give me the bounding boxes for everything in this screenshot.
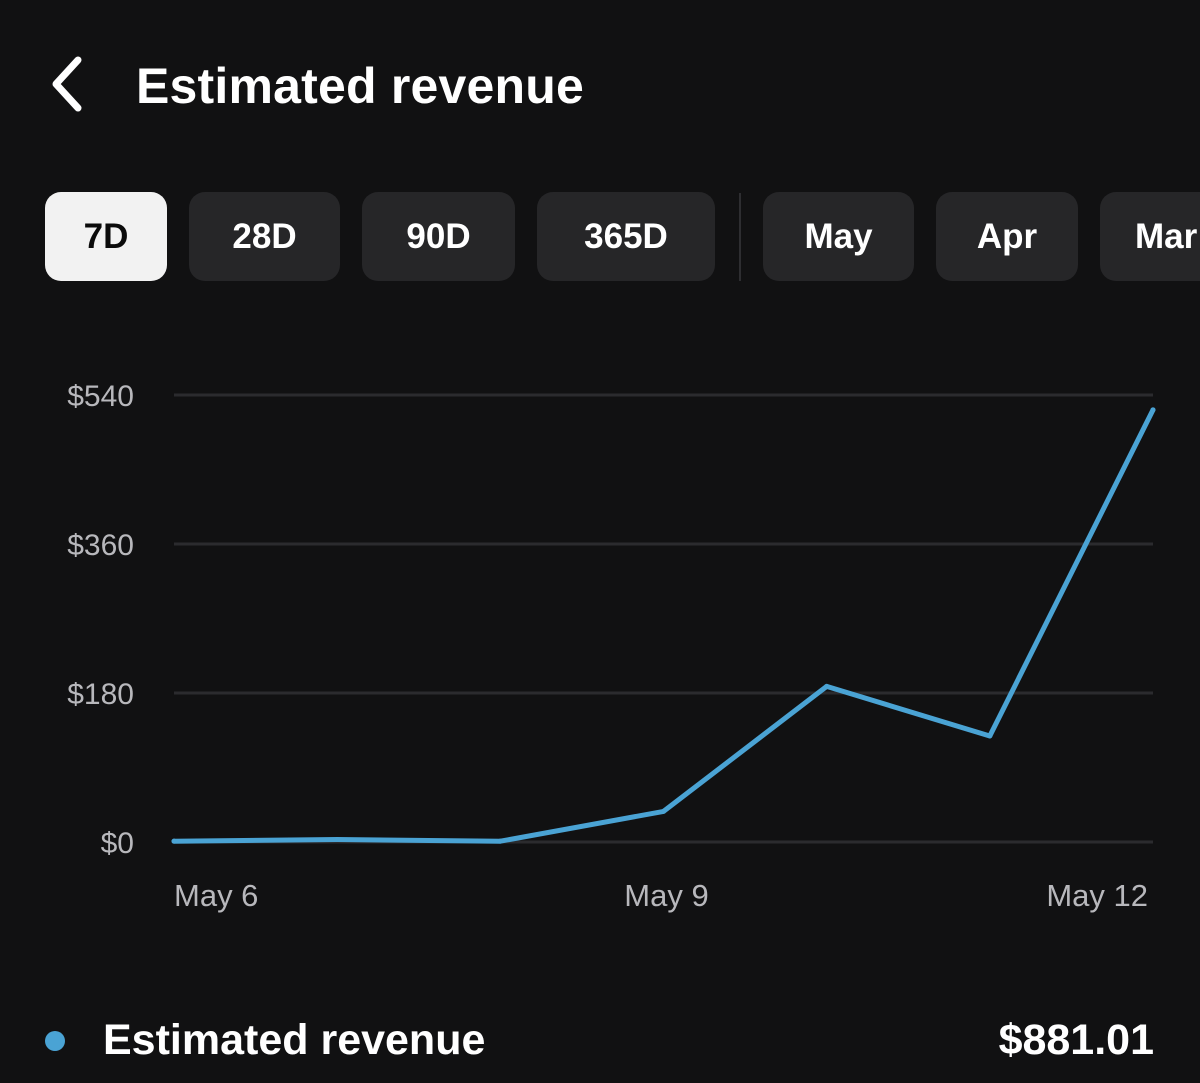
tab-may[interactable]: May — [763, 192, 914, 281]
summary-value: $881.01 — [998, 1016, 1154, 1064]
tab-mar[interactable]: Mar — [1100, 192, 1200, 281]
y-tick-label: $0 — [101, 827, 134, 860]
header: Estimated revenue — [0, 0, 1200, 175]
tab-365d[interactable]: 365D — [537, 192, 715, 281]
page-title: Estimated revenue — [136, 58, 585, 114]
series-line-estimated-revenue — [171, 407, 1156, 844]
x-tick-label: May 12 — [1046, 878, 1148, 913]
tab-7d[interactable]: 7D — [45, 192, 167, 281]
data-point — [661, 808, 666, 814]
date-range-tabs: 7D 28D 90D 365D May Apr Mar — [45, 192, 1200, 281]
data-point — [1150, 407, 1156, 413]
tab-apr[interactable]: Apr — [936, 192, 1078, 281]
summary-label: Estimated revenue — [103, 1016, 486, 1064]
y-tick-label: $540 — [67, 380, 134, 413]
data-point — [824, 683, 830, 689]
x-tick-label: May 9 — [624, 878, 708, 913]
x-tick-label: May 6 — [174, 878, 258, 913]
tab-28d[interactable]: 28D — [189, 192, 340, 281]
y-tick-label: $180 — [67, 678, 134, 711]
tab-90d[interactable]: 90D — [362, 192, 515, 281]
summary-row: Estimated revenue $881.01 — [0, 1000, 1200, 1080]
data-point — [987, 733, 993, 739]
data-point — [334, 837, 340, 843]
chevron-left-icon — [52, 56, 82, 112]
legend-dot — [45, 1031, 65, 1051]
back-button[interactable] — [36, 52, 96, 116]
tab-divider — [739, 192, 741, 281]
data-point — [497, 838, 503, 844]
revenue-line-chart: $0 $180 $360 $540 May 6 May 9 May 12 — [67, 380, 1156, 913]
y-tick-label: $360 — [67, 529, 134, 562]
data-point — [171, 838, 177, 844]
revenue-chart: $0 $180 $360 $540 May 6 May 9 May 12 — [0, 350, 1200, 930]
